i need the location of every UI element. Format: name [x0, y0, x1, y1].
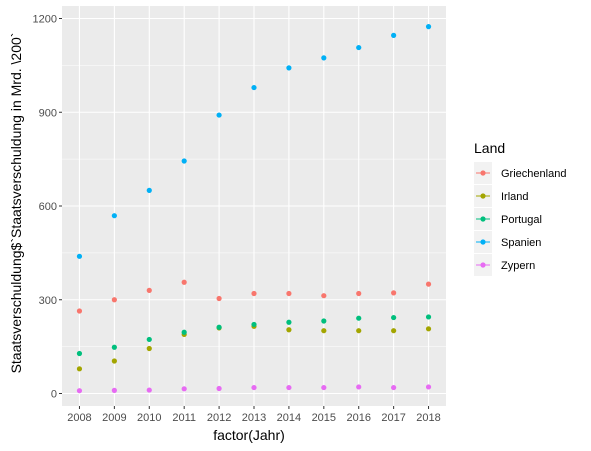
data-point: [216, 295, 222, 302]
data-point: [356, 328, 362, 334]
data-point: [111, 297, 117, 303]
data-point: [286, 319, 292, 325]
legend-title: Land: [474, 140, 505, 156]
data-point: [321, 318, 327, 324]
legend-key-point: [480, 239, 486, 245]
data-point: [181, 158, 187, 164]
data-point: [391, 32, 397, 38]
y-axis-title: Staatsverschuldung$`Staatsverschuldung i…: [8, 33, 24, 374]
y-axis: 0 300 600 900 1200: [33, 14, 62, 401]
data-point: [111, 213, 117, 219]
data-point: [391, 384, 397, 391]
data-point: [321, 384, 327, 391]
data-point: [356, 315, 362, 321]
x-tick-label: 2017: [381, 412, 405, 424]
data-point: [251, 290, 257, 297]
legend: Land Griechenland Irland Portugal Spanien Zy…: [474, 140, 566, 276]
legend-label: Irland: [501, 191, 529, 203]
x-axis-title: factor(Jahr): [213, 427, 285, 443]
y-tick-label: 900: [39, 107, 57, 119]
data-point: [146, 287, 152, 293]
y-tick-label: 1200: [33, 14, 57, 26]
y-tick-label: 300: [39, 295, 57, 307]
data-point: [321, 55, 327, 61]
x-axis: 2008 2009 2010 2011 2012 2013 2014 2015 2016 2017…: [67, 406, 441, 424]
data-point: [76, 253, 83, 259]
data-point: [286, 327, 292, 333]
x-tick-label: 2008: [67, 412, 91, 424]
data-point: [146, 345, 152, 352]
data-point: [251, 84, 257, 91]
x-tick-label: 2015: [312, 412, 336, 424]
data-point: [216, 385, 222, 392]
y-tick-label: 600: [39, 201, 57, 213]
data-point: [356, 44, 362, 51]
data-point: [76, 350, 83, 357]
y-tick-label: 0: [51, 389, 57, 401]
x-tick-label: 2016: [346, 412, 370, 424]
data-point: [76, 308, 83, 314]
data-point: [321, 328, 327, 334]
data-point: [286, 290, 292, 297]
legend-key-point: [480, 262, 486, 268]
data-point: [286, 65, 292, 71]
data-point: [76, 388, 83, 394]
x-tick-label: 2012: [207, 412, 231, 424]
data-point: [356, 290, 362, 297]
data-point: [251, 321, 257, 328]
data-point: [286, 384, 292, 391]
data-point: [216, 112, 222, 118]
data-point: [181, 329, 187, 335]
data-point: [146, 387, 152, 393]
major-gridlines: [62, 6, 446, 406]
data-point: [111, 358, 117, 364]
data-point: [391, 314, 397, 321]
x-tick-label: 2014: [277, 412, 301, 424]
data-point: [425, 384, 432, 390]
data-point: [321, 293, 327, 299]
x-tick-label: 2011: [172, 412, 196, 424]
legend-label: Spanien: [501, 237, 541, 249]
x-tick-label: 2010: [137, 412, 161, 424]
data-point: [251, 384, 257, 391]
data-point: [391, 328, 397, 334]
legend-label: Griechenland: [501, 168, 566, 180]
legend-key-point: [480, 170, 486, 176]
data-point: [391, 290, 397, 296]
legend-key-point: [480, 193, 486, 199]
data-point: [425, 314, 432, 320]
data-point: [181, 386, 187, 392]
data-point: [425, 326, 432, 332]
data-point: [146, 336, 152, 343]
data-point: [356, 384, 362, 390]
x-tick-label: 2009: [102, 412, 126, 424]
data-point: [146, 187, 152, 193]
data-point: [425, 281, 432, 287]
legend-key-point: [480, 216, 486, 222]
data-point: [111, 344, 117, 350]
data-point: [216, 324, 222, 330]
legend-label: Zypern: [501, 260, 535, 272]
data-points: [76, 24, 432, 394]
data-point: [181, 279, 187, 285]
data-point: [111, 387, 117, 393]
legend-label: Portugal: [501, 214, 542, 226]
data-point: [425, 24, 432, 30]
x-tick-label: 2018: [416, 412, 440, 424]
x-tick-label: 2013: [242, 412, 266, 424]
data-point: [76, 366, 83, 372]
